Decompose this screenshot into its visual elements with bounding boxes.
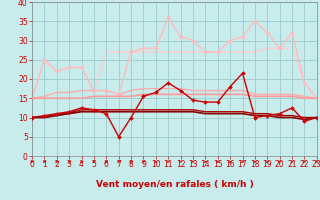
- X-axis label: Vent moyen/en rafales ( km/h ): Vent moyen/en rafales ( km/h ): [96, 180, 253, 189]
